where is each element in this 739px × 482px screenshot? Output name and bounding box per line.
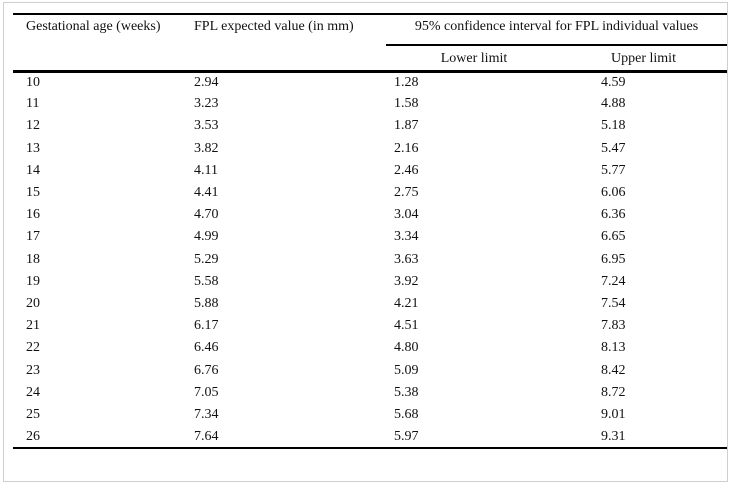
expected-value-cell: 7.05 xyxy=(194,384,219,400)
header-row-1: Gestational age (weeks) FPL expected val… xyxy=(13,14,728,73)
expected-value-cell: 3.23 xyxy=(194,96,219,112)
lower-limit-cell: 1.28 xyxy=(394,74,419,90)
expected-value-cell: 5.29 xyxy=(194,251,219,267)
table-row: 19 5.58 3.92 7.24 xyxy=(13,271,727,293)
figure-frame: Gestational age (weeks) FPL expected val… xyxy=(3,2,728,482)
col-header-gestational-age: Gestational age (weeks) xyxy=(13,14,186,73)
fpl-reference-table: Gestational age (weeks) FPL expected val… xyxy=(13,13,728,450)
upper-limit-cell: 9.01 xyxy=(601,406,626,422)
gestational-age-cell: 16 xyxy=(26,207,40,223)
gestational-age-cell: 23 xyxy=(26,362,40,378)
expected-value-cell: 6.46 xyxy=(194,340,219,356)
gestational-age-cell: 11 xyxy=(26,96,40,112)
gestational-age-cell: 12 xyxy=(26,118,40,134)
lower-limit-cell: 2.16 xyxy=(394,140,419,156)
lower-limit-cell: 4.21 xyxy=(394,295,419,311)
lower-limit-cell: 5.97 xyxy=(394,428,419,444)
expected-value-cell: 7.64 xyxy=(194,428,219,444)
expected-value-cell: 5.58 xyxy=(194,273,219,289)
upper-limit-cell: 5.47 xyxy=(601,140,626,156)
upper-limit-cell: 8.42 xyxy=(601,362,626,378)
table-row: 16 4.70 3.04 6.36 xyxy=(13,204,727,226)
upper-limit-cell: 7.54 xyxy=(601,295,626,311)
upper-limit-cell: 5.77 xyxy=(601,162,626,178)
upper-limit-cell: 4.88 xyxy=(601,96,626,112)
upper-limit-cell: 6.36 xyxy=(601,207,626,223)
table-row: 23 6.76 5.09 8.42 xyxy=(13,359,727,381)
table-row: 18 5.29 3.63 6.95 xyxy=(13,249,727,271)
expected-value-cell: 4.41 xyxy=(194,185,219,201)
lower-limit-cell: 3.34 xyxy=(394,229,419,245)
table-row: 25 7.34 5.68 9.01 xyxy=(13,404,727,426)
lower-limit-cell: 1.87 xyxy=(394,118,419,134)
lower-limit-cell: 4.51 xyxy=(394,318,419,334)
table-row: 20 5.88 4.21 7.54 xyxy=(13,293,727,315)
gestational-age-cell: 22 xyxy=(26,340,40,356)
gestational-age-cell: 21 xyxy=(26,318,40,334)
lower-limit-cell: 3.92 xyxy=(394,273,419,289)
table-row: 11 3.23 1.58 4.88 xyxy=(13,93,727,115)
table-row: 26 7.64 5.97 9.31 xyxy=(13,426,727,448)
table-header: Gestational age (weeks) FPL expected val… xyxy=(13,14,728,73)
lower-limit-cell: 5.68 xyxy=(394,406,419,422)
gestational-age-cell: 14 xyxy=(26,162,40,178)
table-body: 10 2.94 1.28 4.59 11 3.23 1.58 4.88 12 3.53 1.87 5.… xyxy=(13,71,727,448)
table-row: 22 6.46 4.80 8.13 xyxy=(13,337,727,359)
header-row-2: Lower limit Upper limit xyxy=(13,45,728,73)
expected-value-cell: 3.53 xyxy=(194,118,219,134)
upper-limit-cell: 6.65 xyxy=(601,229,626,245)
upper-limit-cell: 9.31 xyxy=(601,428,626,444)
table-row: 15 4.41 2.75 6.06 xyxy=(13,182,727,204)
col-header-upper-limit: Upper limit xyxy=(598,45,728,73)
table-row: 14 4.11 2.46 5.77 xyxy=(13,160,727,182)
gestational-age-cell: 24 xyxy=(26,384,40,400)
expected-value-cell: 6.17 xyxy=(194,318,219,334)
gestational-age-cell: 20 xyxy=(26,295,40,311)
table-row: 10 2.94 1.28 4.59 xyxy=(13,71,727,93)
upper-limit-cell: 6.95 xyxy=(601,251,626,267)
gestational-age-cell: 18 xyxy=(26,251,40,267)
expected-value-cell: 5.88 xyxy=(194,295,219,311)
table-row: 12 3.53 1.87 5.18 xyxy=(13,115,727,137)
lower-limit-cell: 3.04 xyxy=(394,207,419,223)
upper-limit-cell: 8.72 xyxy=(601,384,626,400)
col-group-header-confidence-interval: 95% confidence interval for FPL individu… xyxy=(386,14,728,46)
gestational-age-cell: 25 xyxy=(26,406,40,422)
upper-limit-cell: 8.13 xyxy=(601,340,626,356)
upper-limit-cell: 6.06 xyxy=(601,185,626,201)
lower-limit-cell: 1.58 xyxy=(394,96,419,112)
table-row: 17 4.99 3.34 6.65 xyxy=(13,226,727,248)
lower-limit-cell: 2.46 xyxy=(394,162,419,178)
expected-value-cell: 4.11 xyxy=(194,162,218,178)
gestational-age-cell: 13 xyxy=(26,140,40,156)
gestational-age-cell: 17 xyxy=(26,229,40,245)
gestational-age-cell: 19 xyxy=(26,273,40,289)
lower-limit-cell: 2.75 xyxy=(394,185,419,201)
expected-value-cell: 4.99 xyxy=(194,229,219,245)
expected-value-cell: 4.70 xyxy=(194,207,219,223)
lower-limit-cell: 5.09 xyxy=(394,362,419,378)
lower-limit-cell: 3.63 xyxy=(394,251,419,267)
expected-value-cell: 7.34 xyxy=(194,406,219,422)
lower-limit-cell: 4.80 xyxy=(394,340,419,356)
table-row: 24 7.05 5.38 8.72 xyxy=(13,382,727,404)
gestational-age-cell: 26 xyxy=(26,428,40,444)
expected-value-cell: 6.76 xyxy=(194,362,219,378)
expected-value-cell: 2.94 xyxy=(194,74,219,90)
table-row: 13 3.82 2.16 5.47 xyxy=(13,138,727,160)
upper-limit-cell: 5.18 xyxy=(601,118,626,134)
expected-value-cell: 3.82 xyxy=(194,140,219,156)
upper-limit-cell: 7.24 xyxy=(601,273,626,289)
upper-limit-cell: 7.83 xyxy=(601,318,626,334)
table-row: 21 6.17 4.51 7.83 xyxy=(13,315,727,337)
gestational-age-cell: 10 xyxy=(26,74,40,90)
col-header-fpl-expected-value: FPL expected value (in mm) xyxy=(186,14,386,73)
col-header-lower-limit: Lower limit xyxy=(386,45,598,73)
upper-limit-cell: 4.59 xyxy=(601,74,626,90)
lower-limit-cell: 5.38 xyxy=(394,384,419,400)
gestational-age-cell: 15 xyxy=(26,185,40,201)
